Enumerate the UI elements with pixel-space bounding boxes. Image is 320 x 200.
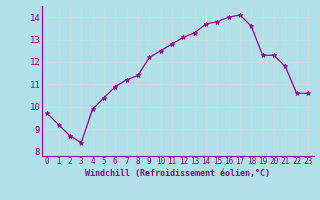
X-axis label: Windchill (Refroidissement éolien,°C): Windchill (Refroidissement éolien,°C): [85, 169, 270, 178]
